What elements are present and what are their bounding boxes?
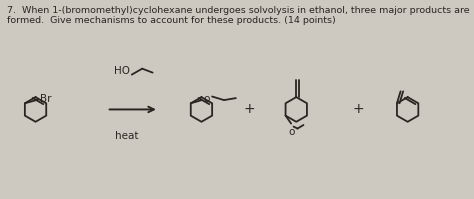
Text: +: + [352, 102, 364, 116]
Text: o: o [288, 127, 294, 137]
Text: Br: Br [40, 94, 52, 104]
Text: 7.  When 1-(bromomethyl)cyclohexane undergoes solvolysis in ethanol, three major: 7. When 1-(bromomethyl)cyclohexane under… [7, 6, 470, 25]
Text: HO: HO [114, 66, 130, 76]
Text: o: o [203, 94, 210, 103]
Text: +: + [244, 102, 255, 116]
Text: heat: heat [115, 131, 139, 141]
